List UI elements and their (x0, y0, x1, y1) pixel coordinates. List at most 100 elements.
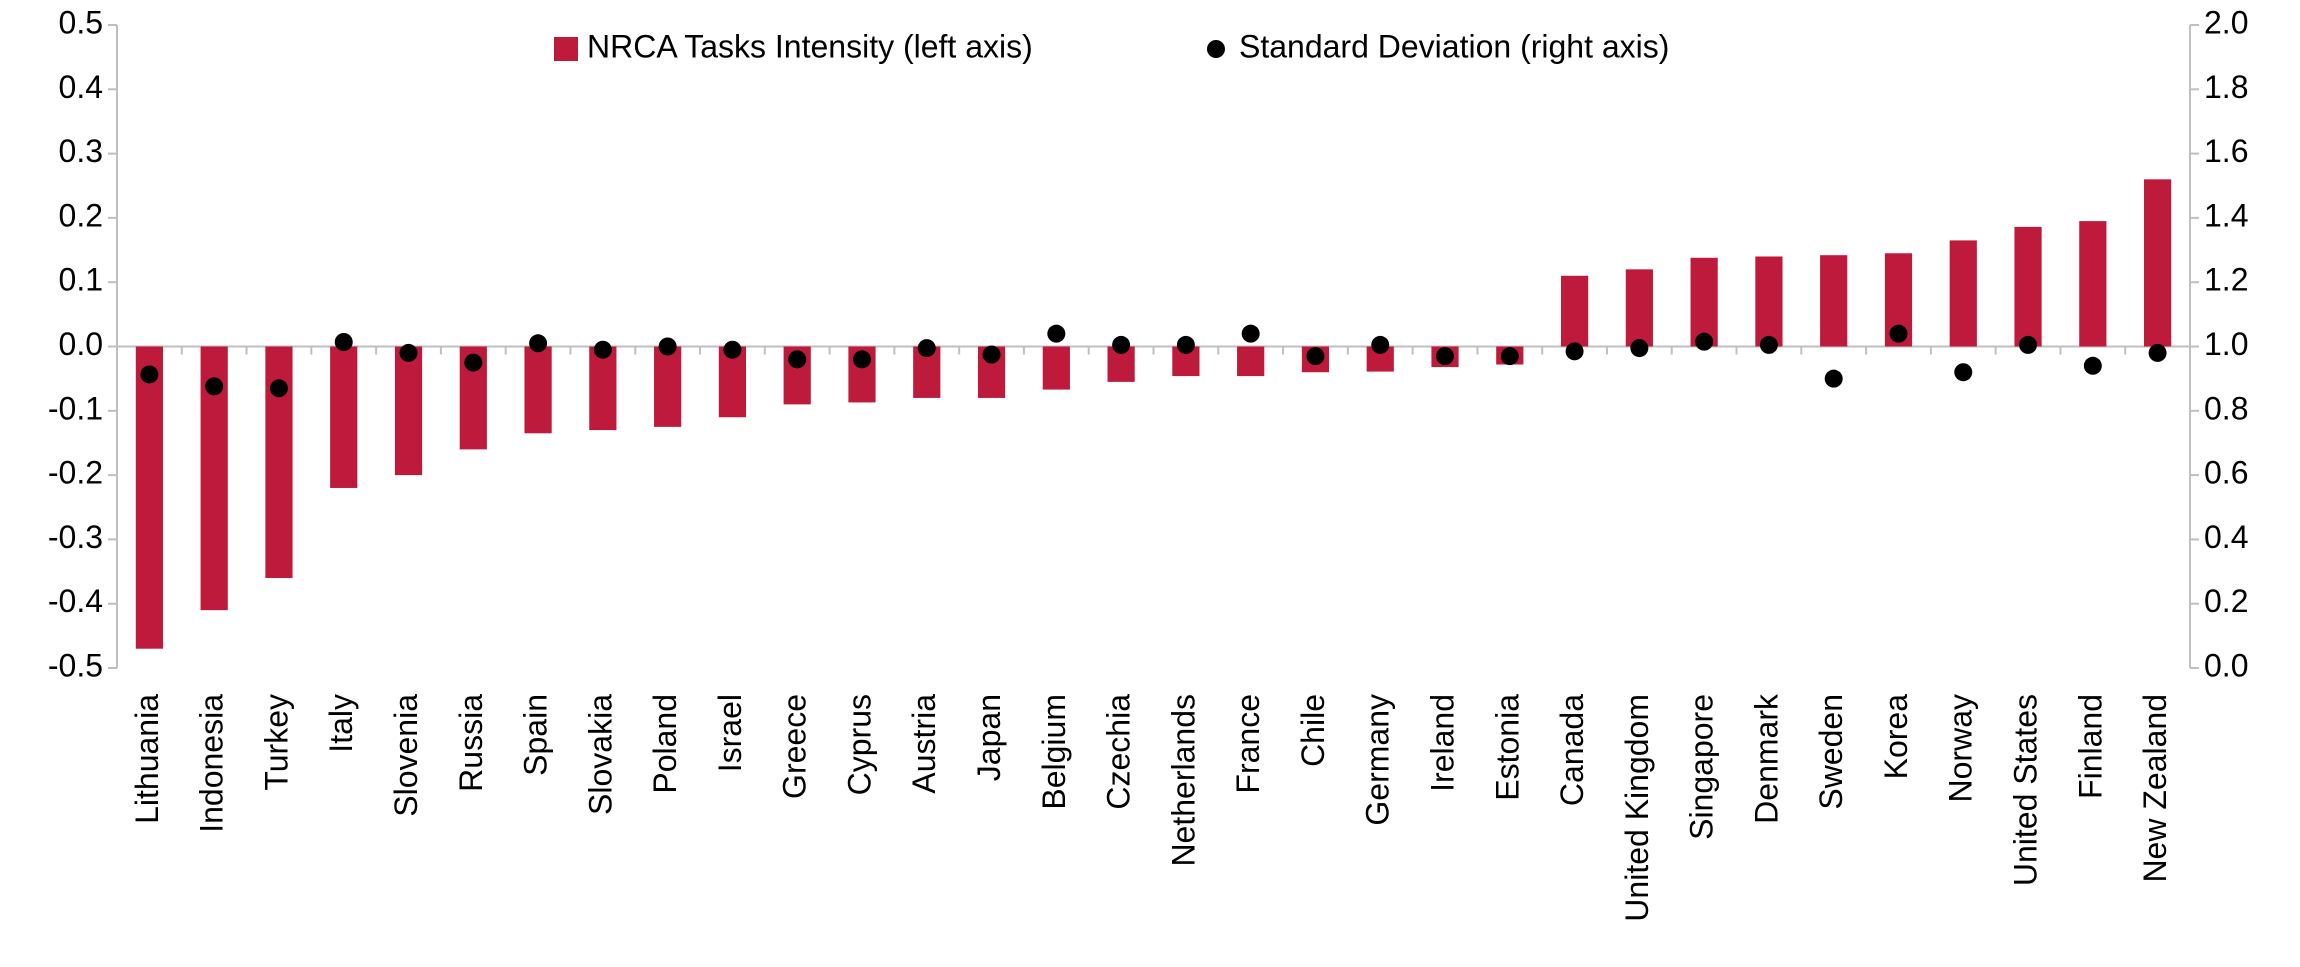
bar (330, 346, 358, 488)
dot (1500, 347, 1519, 366)
bar (2144, 179, 2172, 347)
dot (140, 365, 159, 384)
x-tick-label: Cyprus (841, 694, 877, 795)
x-tick-label: Norway (1943, 694, 1979, 802)
dot (917, 339, 936, 358)
dot (1112, 335, 1131, 354)
x-tick-label: Germany (1360, 694, 1396, 826)
x-tick-label: Indonesia (194, 694, 230, 833)
bar (1625, 269, 1653, 347)
legend-swatch (554, 37, 578, 61)
bar (1560, 275, 1589, 347)
x-tick-label: Slovenia (388, 694, 424, 817)
dot (529, 334, 548, 353)
bar (1042, 346, 1070, 390)
x-tick-label: Singapore (1684, 694, 1720, 840)
dot (2019, 335, 2038, 354)
y2-tick-label: 1.8 (2204, 69, 2248, 105)
dot (1824, 369, 1843, 388)
x-tick-label: Italy (323, 694, 359, 753)
bar (135, 346, 163, 649)
dot (593, 340, 612, 359)
bar (1237, 346, 1265, 377)
y2-tick-label: 1.2 (2204, 262, 2248, 298)
dot (1630, 339, 1649, 358)
dot (464, 353, 483, 372)
x-tick-label: United Kingdom (1619, 694, 1655, 922)
x-tick-label: France (1230, 694, 1266, 794)
bar (1949, 240, 1977, 347)
x-tick-label: Estonia (1489, 694, 1525, 801)
dot (1176, 335, 1195, 354)
dot (658, 337, 677, 356)
dot (2148, 343, 2167, 362)
x-tick-label: New Zealand (2137, 694, 2173, 883)
dot (269, 379, 288, 398)
y-tick-label: 0.5 (59, 4, 103, 40)
y2-tick-label: 0.2 (2204, 583, 2248, 619)
x-tick-label: Turkey (258, 694, 294, 791)
y2-tick-label: 1.6 (2204, 133, 2248, 169)
dot (788, 350, 807, 369)
x-tick-label: Finland (2072, 694, 2108, 799)
x-tick-label: Sweden (1813, 694, 1849, 810)
bar (2079, 221, 2107, 347)
dot (1695, 332, 1714, 351)
legend-label: NRCA Tasks Intensity (left axis) (587, 28, 1033, 64)
x-tick-label: Korea (1878, 694, 1914, 780)
legend-label: Standard Deviation (right axis) (1239, 28, 1669, 64)
y2-tick-label: 1.4 (2204, 197, 2248, 233)
dot (1565, 342, 1584, 361)
y-tick-label: 0.1 (59, 262, 103, 298)
dot (1241, 324, 1260, 343)
y-tick-label: -0.3 (48, 519, 103, 555)
dot (334, 332, 353, 351)
bar (1755, 256, 1783, 347)
x-tick-label: United States (2008, 694, 2044, 886)
dot (1371, 335, 1390, 354)
bar (2014, 226, 2042, 347)
y2-tick-label: 0.4 (2204, 519, 2248, 555)
dot (723, 340, 742, 359)
y-tick-label: -0.1 (48, 390, 103, 426)
x-tick-label: Israel (712, 694, 748, 772)
y-tick-label: -0.4 (48, 583, 103, 619)
y2-tick-label: 1.0 (2204, 326, 2248, 362)
bar (589, 346, 617, 431)
y-tick-label: 0.0 (59, 326, 103, 362)
bar (524, 346, 552, 434)
x-tick-label: Denmark (1748, 693, 1784, 824)
legend-swatch (1207, 40, 1225, 58)
x-tick-label: Ireland (1424, 694, 1460, 792)
dot (1306, 347, 1325, 366)
x-tick-label: Slovakia (582, 694, 618, 815)
x-tick-label: Czechia (1101, 694, 1137, 810)
x-tick-label: Austria (906, 694, 942, 794)
x-tick-label: Lithuania (129, 694, 165, 824)
dot (2083, 356, 2102, 375)
y2-tick-label: 0.8 (2204, 390, 2248, 426)
y2-tick-label: 0.0 (2204, 647, 2248, 683)
dot (205, 377, 224, 396)
x-tick-label: Chile (1295, 694, 1331, 767)
dot (1954, 363, 1973, 382)
y-tick-label: -0.2 (48, 455, 103, 491)
x-tick-label: Russia (453, 694, 489, 792)
dot (399, 343, 418, 362)
y-tick-label: 0.2 (59, 197, 103, 233)
bar (654, 346, 682, 427)
bar (1690, 257, 1718, 347)
y-tick-label: 0.3 (59, 133, 103, 169)
x-tick-label: Netherlands (1165, 694, 1201, 867)
y-tick-label: 0.4 (59, 69, 103, 105)
dot (1436, 347, 1455, 366)
y2-tick-label: 0.6 (2204, 455, 2248, 491)
bar (1820, 255, 1848, 347)
dot (1047, 324, 1066, 343)
y-tick-label: -0.5 (48, 647, 103, 683)
dot (982, 345, 1001, 364)
x-tick-label: Poland (647, 694, 683, 794)
dot (852, 350, 871, 369)
